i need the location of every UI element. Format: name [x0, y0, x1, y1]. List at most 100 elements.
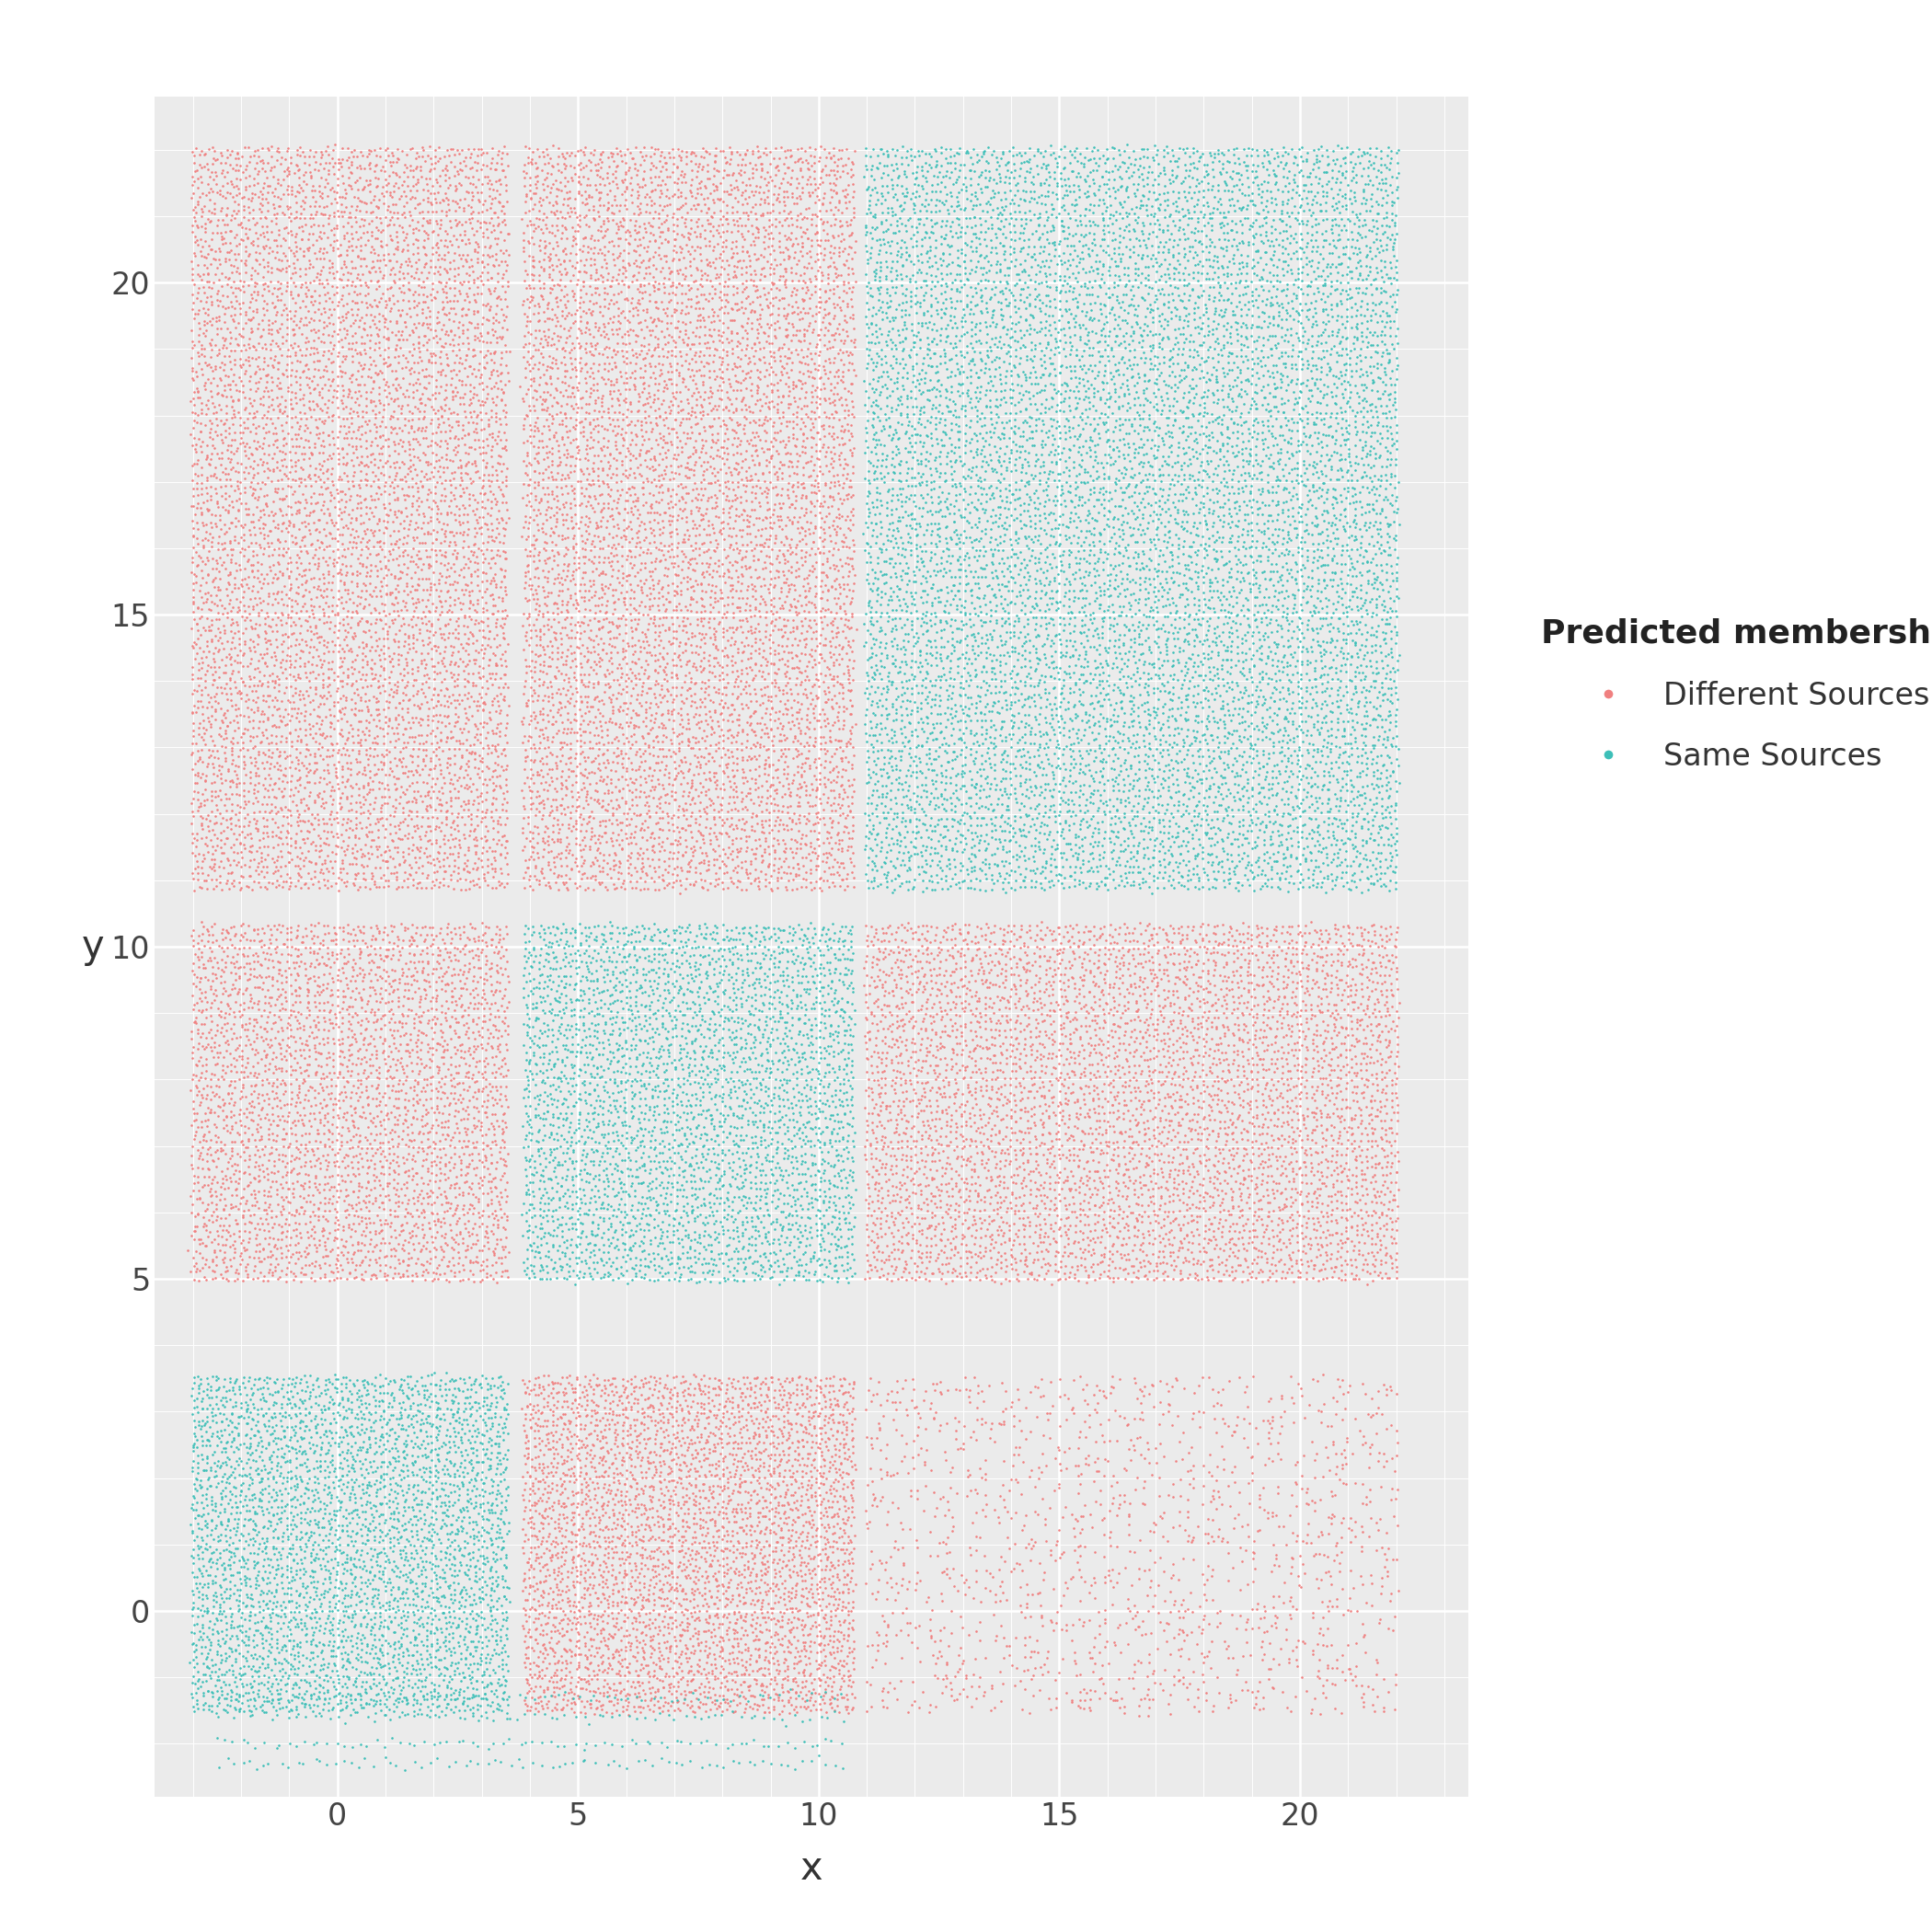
Point	[178, 1445, 209, 1476]
Point	[182, 614, 213, 645]
Point	[757, 269, 788, 299]
Point	[265, 1397, 296, 1428]
Point	[792, 1426, 823, 1457]
Point	[396, 1457, 427, 1488]
Point	[748, 817, 779, 848]
Point	[755, 682, 786, 713]
Point	[578, 547, 609, 578]
Point	[514, 205, 545, 236]
Point	[325, 263, 355, 294]
Point	[1260, 1600, 1291, 1631]
Point	[340, 947, 371, 978]
Point	[539, 1155, 570, 1186]
Point	[1256, 603, 1287, 634]
Point	[1068, 796, 1099, 827]
Point	[1134, 1447, 1165, 1478]
Point	[611, 1437, 641, 1468]
Point	[491, 763, 522, 794]
Point	[1318, 473, 1349, 504]
Point	[220, 1366, 251, 1397]
Point	[806, 1435, 837, 1466]
Point	[1327, 321, 1358, 352]
Point	[663, 1488, 694, 1519]
Point	[469, 1045, 500, 1076]
Point	[323, 981, 354, 1012]
Point	[1206, 1037, 1236, 1068]
Point	[798, 423, 829, 454]
Point	[744, 487, 775, 518]
Point	[1119, 149, 1150, 180]
Point	[464, 1600, 495, 1631]
Point	[1049, 1065, 1080, 1095]
Point	[410, 964, 440, 995]
Point	[850, 413, 881, 444]
Point	[1341, 806, 1372, 837]
Point	[709, 989, 740, 1020]
Point	[748, 379, 779, 410]
Point	[1306, 319, 1337, 350]
Point	[576, 1041, 607, 1072]
Point	[744, 1184, 775, 1215]
Point	[274, 651, 305, 682]
Point	[1113, 551, 1144, 582]
Point	[1036, 1366, 1066, 1397]
Point	[425, 1492, 456, 1522]
Point	[327, 504, 357, 535]
Point	[338, 522, 369, 553]
Point	[1068, 916, 1099, 947]
Point	[1318, 556, 1349, 587]
Point	[203, 829, 234, 860]
Point	[763, 1072, 794, 1103]
Point	[603, 319, 634, 350]
Point	[487, 299, 518, 330]
Point	[240, 1497, 270, 1528]
Point	[282, 765, 313, 796]
Point	[317, 1188, 348, 1219]
Point	[442, 798, 473, 829]
Point	[657, 1005, 688, 1036]
Point	[744, 213, 775, 243]
Point	[956, 769, 987, 800]
Point	[838, 135, 869, 166]
Point	[388, 1463, 419, 1493]
Point	[970, 781, 1001, 811]
Point	[1273, 1030, 1304, 1061]
Point	[355, 153, 386, 184]
Point	[197, 286, 228, 317]
Point	[491, 750, 522, 781]
Point	[1132, 782, 1163, 813]
Point	[1275, 350, 1306, 381]
Point	[1167, 1633, 1198, 1663]
Point	[837, 690, 867, 721]
Point	[270, 1204, 301, 1235]
Point	[835, 1057, 866, 1088]
Point	[520, 1242, 551, 1273]
Point	[587, 390, 618, 421]
Point	[688, 742, 719, 773]
Point	[448, 1001, 479, 1032]
Point	[1321, 626, 1352, 657]
Point	[721, 232, 752, 263]
Point	[491, 1034, 522, 1065]
Point	[1136, 489, 1167, 520]
Point	[1092, 989, 1122, 1020]
Point	[860, 425, 891, 456]
Point	[313, 1689, 344, 1719]
Point	[388, 1667, 419, 1698]
Point	[477, 923, 508, 954]
Point	[1341, 912, 1372, 943]
Point	[1072, 402, 1103, 433]
Point	[274, 740, 305, 771]
Point	[1291, 927, 1321, 958]
Point	[556, 995, 587, 1026]
Point	[1248, 752, 1279, 782]
Point	[1240, 156, 1271, 187]
Point	[323, 498, 354, 529]
Point	[400, 1028, 431, 1059]
Point	[299, 1097, 330, 1128]
Point	[711, 1374, 742, 1405]
Point	[1252, 1497, 1283, 1528]
Point	[676, 1180, 707, 1211]
Point	[790, 829, 821, 860]
Point	[995, 406, 1026, 437]
